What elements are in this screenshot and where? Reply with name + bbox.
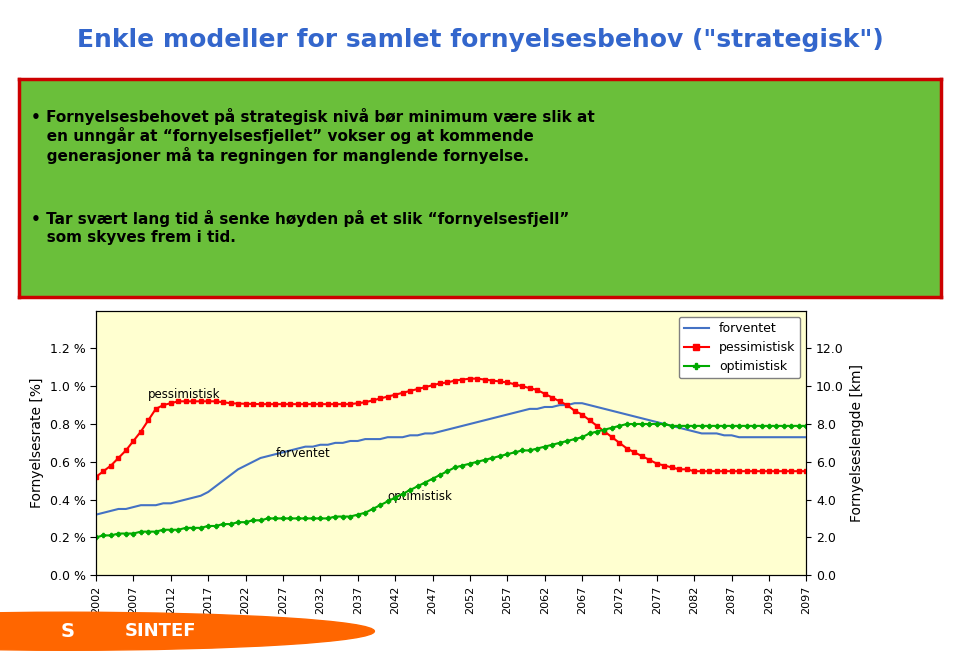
Text: forventet: forventet: [276, 447, 330, 460]
Text: • Fornyelsesbehovet på strategisk nivå bør minimum være slik at
   en unngår at : • Fornyelsesbehovet på strategisk nivå b…: [31, 108, 595, 165]
Legend: forventet, pessimistisk, optimistisk: forventet, pessimistisk, optimistisk: [679, 317, 800, 378]
Text: 15: 15: [910, 622, 931, 641]
Text: S: S: [60, 622, 74, 641]
Circle shape: [0, 612, 374, 650]
Text: optimistisk: optimistisk: [388, 490, 452, 504]
Text: Teknologi for et bedre samfunn: Teknologi for et bedre samfunn: [445, 622, 764, 641]
Text: pessimistisk: pessimistisk: [149, 389, 221, 401]
Text: SINTEF: SINTEF: [125, 622, 196, 641]
Y-axis label: Fornyelseslengde [km]: Fornyelseslengde [km]: [850, 364, 864, 522]
Text: • Tar svært lang tid å senke høyden på et slik “fornyelsesfjell”
   som skyves f: • Tar svært lang tid å senke høyden på e…: [31, 210, 569, 245]
Text: Enkle modeller for samlet fornyelsesbehov ("strategisk"): Enkle modeller for samlet fornyelsesbeho…: [77, 28, 883, 52]
Y-axis label: Fornyelsesrate [%]: Fornyelsesrate [%]: [30, 377, 44, 508]
